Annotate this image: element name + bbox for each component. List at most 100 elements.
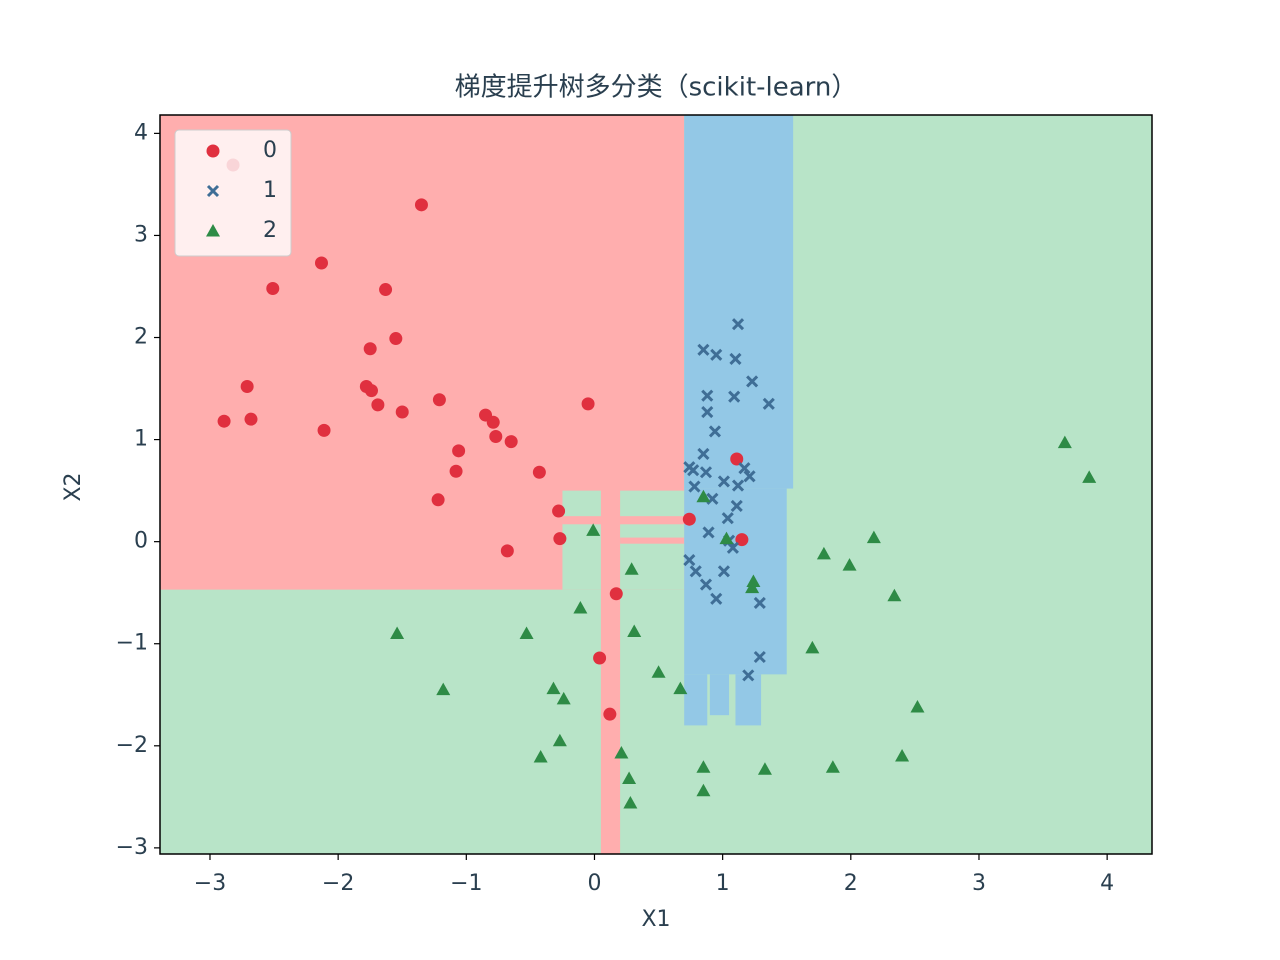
point [609, 587, 623, 601]
point [825, 760, 840, 773]
point [738, 462, 751, 475]
point [533, 750, 548, 763]
point [627, 624, 642, 637]
point [573, 601, 588, 614]
legend-label: 0 [263, 138, 277, 163]
point [719, 531, 734, 545]
point [730, 499, 743, 512]
x-tick-label: −1 [450, 871, 482, 896]
x-tick-label: 3 [972, 871, 986, 896]
point [721, 512, 734, 525]
point [696, 489, 711, 503]
point [504, 435, 518, 449]
point [673, 681, 688, 695]
point [689, 565, 702, 578]
point [500, 544, 514, 558]
point [552, 504, 566, 518]
legend-label: 1 [263, 178, 277, 203]
y-tick-label: 1 [134, 427, 148, 452]
region-1 [684, 674, 708, 726]
point [552, 733, 567, 747]
point [710, 592, 723, 605]
point [581, 397, 595, 411]
point [757, 762, 772, 775]
point [688, 480, 701, 493]
point [586, 523, 601, 536]
point [593, 651, 607, 665]
point [730, 452, 744, 466]
y-tick-label: 0 [134, 529, 148, 554]
x-tick-label: −3 [194, 871, 226, 896]
legend-marker [206, 144, 220, 158]
y-tick-label: 2 [134, 325, 148, 350]
region-0 [562, 516, 685, 525]
point [624, 562, 639, 575]
point [745, 580, 760, 594]
point [651, 665, 666, 678]
point [735, 533, 749, 547]
point [317, 423, 331, 437]
point [553, 532, 567, 546]
point [729, 352, 742, 366]
point [432, 393, 446, 407]
point [449, 464, 463, 478]
region-0 [620, 537, 685, 544]
point [431, 493, 445, 507]
point [816, 546, 831, 560]
point [622, 771, 637, 784]
point [614, 745, 629, 759]
chart-title: 梯度提升树多分类（scikit-learn） [455, 73, 858, 103]
point [696, 760, 711, 773]
x-tick-label: 1 [716, 871, 730, 896]
point [742, 669, 755, 682]
point [701, 389, 714, 402]
point [762, 397, 775, 410]
point [486, 415, 500, 429]
point [895, 749, 910, 762]
point [414, 198, 428, 212]
point [266, 282, 280, 296]
point [363, 342, 377, 356]
y-tick-label: −2 [116, 733, 148, 758]
point [244, 412, 258, 426]
point [489, 430, 503, 444]
point [701, 405, 714, 419]
legend-label: 2 [263, 218, 277, 243]
point [753, 596, 766, 609]
point [697, 343, 710, 356]
point [1057, 435, 1072, 449]
point [731, 318, 745, 331]
point [910, 700, 925, 713]
x-tick-label: 0 [587, 871, 601, 896]
legend-marker [206, 224, 220, 237]
point [389, 332, 403, 346]
y-tick-label: −1 [116, 631, 148, 656]
point [546, 681, 561, 695]
point [710, 348, 723, 361]
region-1 [735, 674, 762, 726]
point [717, 565, 730, 578]
point [556, 691, 571, 705]
point [717, 475, 730, 488]
legend-box [174, 129, 292, 257]
point [519, 626, 534, 640]
region-1 [684, 488, 787, 675]
point [805, 640, 820, 654]
point [746, 375, 759, 388]
point [887, 588, 902, 602]
x-tick-label: 2 [844, 871, 858, 896]
point [371, 398, 385, 412]
point [532, 465, 546, 479]
y-tick-label: −3 [116, 835, 148, 860]
point [731, 479, 745, 492]
y-axis-label: X2 [61, 472, 86, 501]
point [866, 530, 881, 544]
point [379, 283, 393, 297]
y-tick-label: 4 [134, 120, 148, 145]
point [699, 578, 713, 591]
region-1 [684, 115, 794, 489]
point [314, 256, 328, 270]
point [726, 541, 739, 554]
x-tick-label: 4 [1100, 871, 1114, 896]
